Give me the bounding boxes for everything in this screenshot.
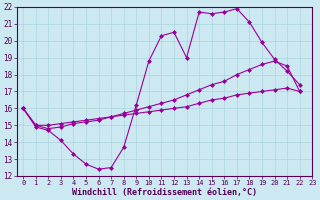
X-axis label: Windchill (Refroidissement éolien,°C): Windchill (Refroidissement éolien,°C): [72, 188, 257, 197]
